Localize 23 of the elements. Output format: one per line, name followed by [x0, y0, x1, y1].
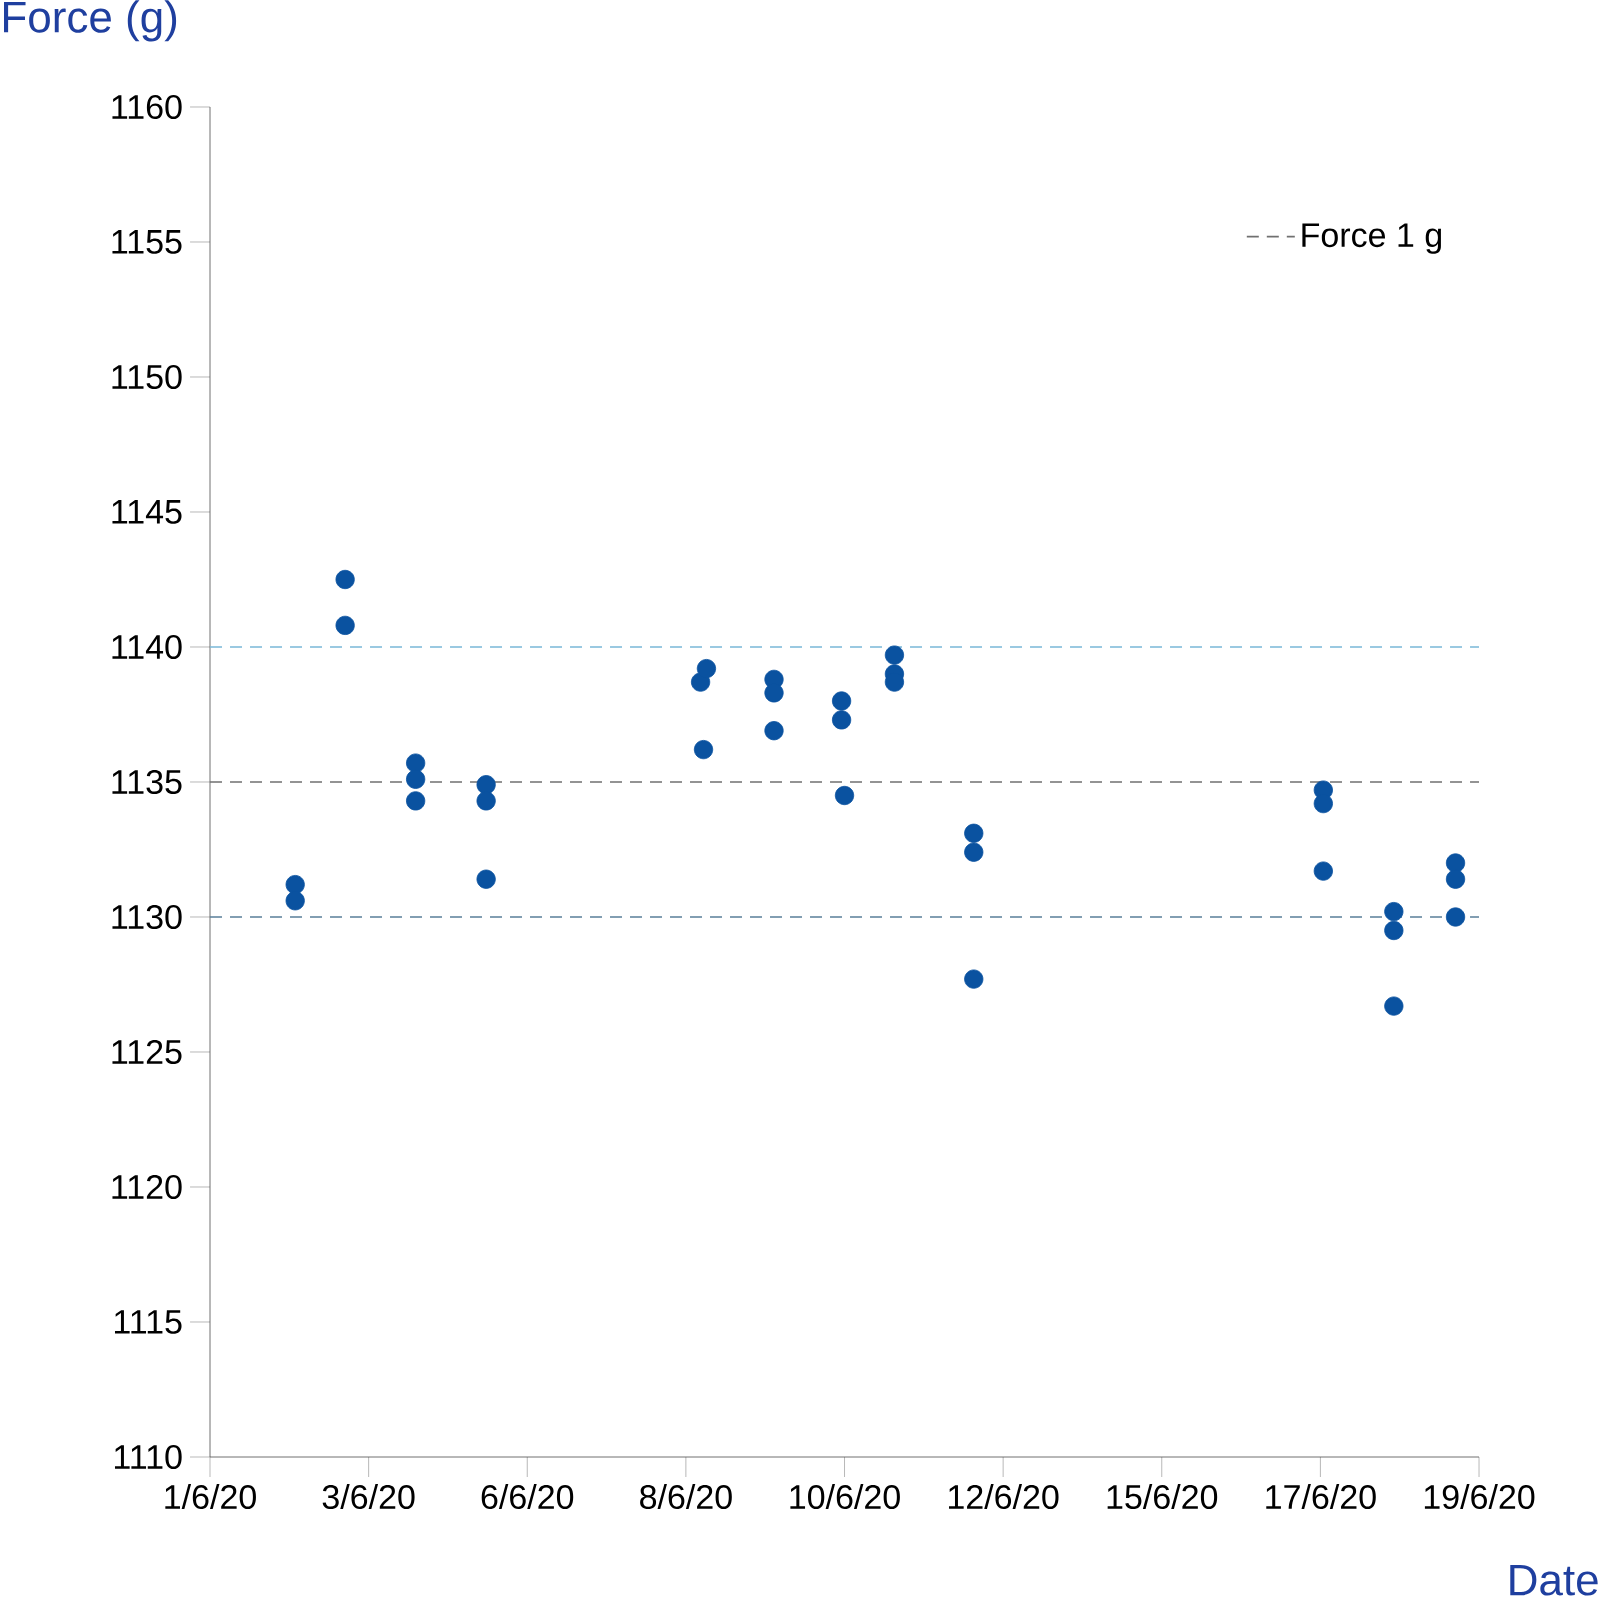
- x-tick-label: 3/6/20: [322, 1484, 415, 1510]
- x-tick-label: 19/6/20: [1424, 1484, 1535, 1510]
- y-tick-label: 1120: [112, 1174, 182, 1200]
- x-tick-label: 8/6/20: [640, 1484, 732, 1510]
- y-tick-label: 1125: [112, 1039, 182, 1065]
- y-tick-label: 1145: [112, 500, 182, 524]
- x-axis-title: Date: [1510, 1564, 1598, 1596]
- y-tick-label: 1140: [112, 634, 182, 660]
- x-tick-label: 1/6/20: [165, 1484, 256, 1510]
- y-tick-label: 1160: [112, 94, 182, 120]
- x-tick-label: 17/6/20: [1266, 1484, 1376, 1510]
- y-tick-label: 1130: [112, 904, 182, 930]
- y-tick-label: 1155: [112, 230, 182, 254]
- y-axis-title: Force (g): [4, 0, 177, 42]
- y-tick-label: 1135: [112, 769, 182, 795]
- y-tick-label: 1115: [114, 1310, 182, 1334]
- y-tick-label: 1150: [112, 364, 182, 390]
- x-tick-label: 15/6/20: [1107, 1484, 1218, 1510]
- legend-label: Force 1 g: [1302, 223, 1442, 254]
- x-tick-label: 6/6/20: [481, 1484, 574, 1510]
- y-tick-label: 1110: [114, 1444, 182, 1470]
- x-tick-label: 10/6/20: [790, 1484, 900, 1510]
- x-tick-label: 12/6/20: [949, 1484, 1059, 1510]
